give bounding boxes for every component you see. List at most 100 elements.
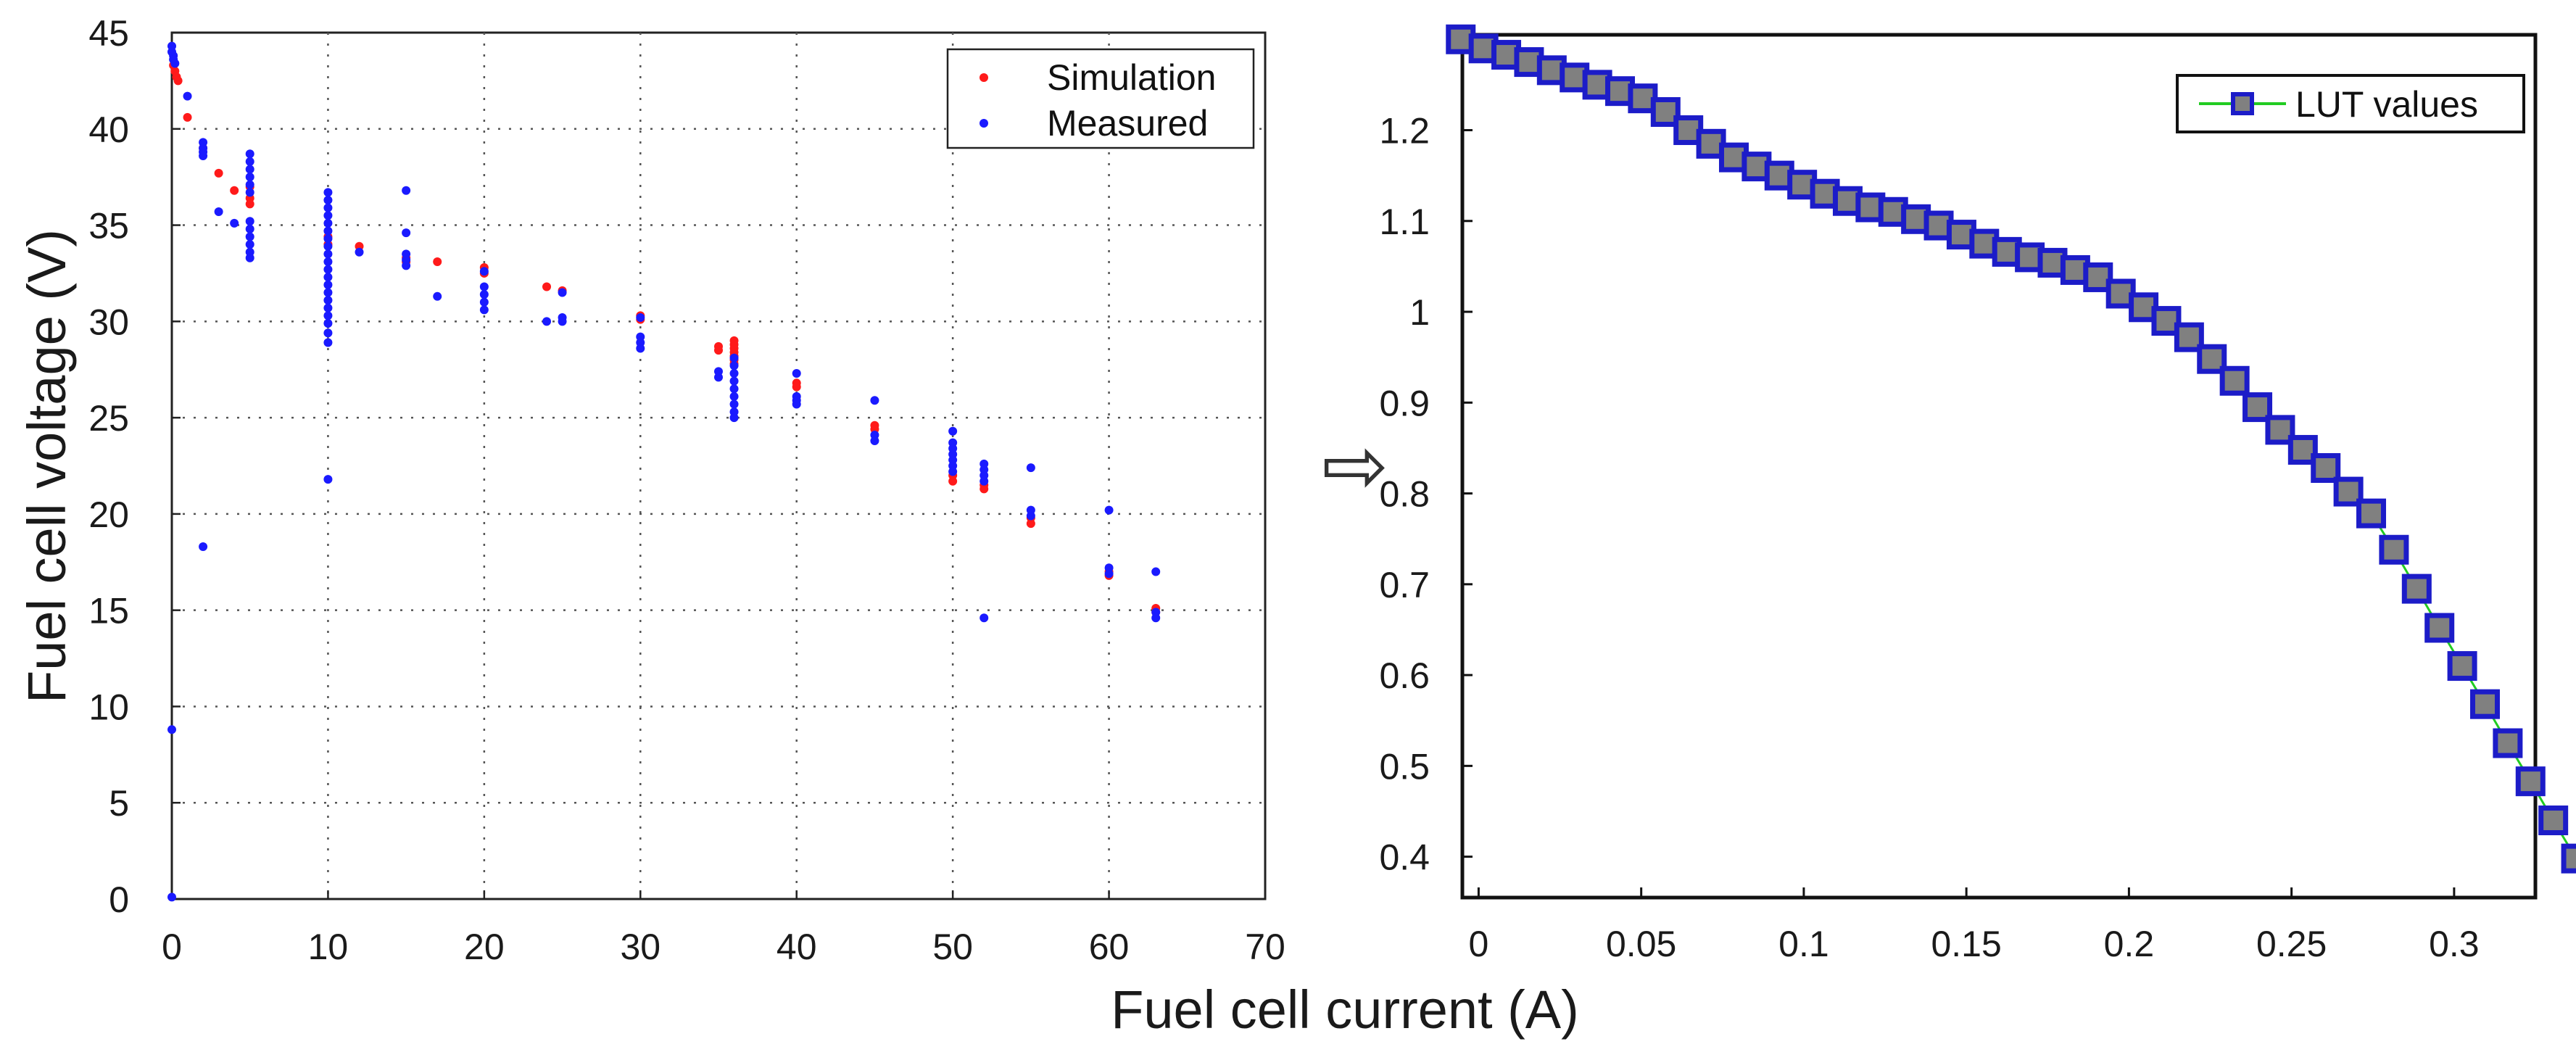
measured-point [245,217,254,226]
measured-point [323,211,333,220]
measured-point [479,282,489,291]
right-x-tick-label: 0.05 [1606,924,1676,964]
lut-marker [2242,392,2273,423]
lut-marker [2356,498,2387,529]
left-y-tick-label: 10 [88,687,129,727]
lut-marker [2469,689,2500,719]
right-arrow-icon: ⇨ [1322,419,1388,512]
measured-point [729,413,739,423]
left-x-tick-label: 40 [776,927,817,967]
right-x-tick-label: 0.25 [2256,924,2327,964]
simulation-point [245,199,254,209]
measured-point [245,253,254,262]
measured-point [323,303,333,312]
legend-measured-marker [980,119,988,128]
right-y-tick-label: 0.7 [1379,565,1430,605]
measured-point [323,475,333,484]
left-data-points [167,41,1161,902]
measured-point [245,180,254,189]
right-y-tick-label: 1.1 [1379,202,1430,242]
lut-marker [2493,728,2523,758]
measured-point [948,426,958,436]
measured-point [402,228,411,238]
right-plot-frame [1460,33,2538,900]
legend-simulation-marker [980,73,988,82]
measured-point [245,165,254,174]
lut-markers [1446,24,2576,874]
lut-marker [2515,766,2546,797]
simulation-point [714,346,723,355]
measured-point [323,328,333,338]
legend-lut-label: LUT values [2295,84,2478,125]
measured-point [479,290,489,299]
right-y-ticks: 0.4 0.5 0.6 0.7 0.8 0.9 1 1.1 1.2 [1379,111,1473,878]
legend-simulation-label: Simulation [1047,57,1216,98]
measured-point [542,317,552,326]
measured-point [479,297,489,307]
right-y-tick-label: 0.8 [1379,474,1430,515]
right-x-tick-label: 0.2 [2104,924,2155,964]
measured-point [433,291,442,301]
lut-marker [2379,534,2409,565]
measured-point [729,384,739,394]
left-y-tick-label: 40 [88,109,129,150]
left-x-tick-label: 10 [308,927,349,967]
lut-marker [2219,365,2250,396]
measured-point [558,288,567,297]
measured-point [355,247,364,257]
measured-point [323,257,333,267]
simulation-point [792,382,801,392]
measured-point [167,725,176,734]
measured-point [323,234,333,244]
measured-point [170,59,180,68]
simulation-point [183,112,192,122]
simulation-point [173,76,183,86]
measured-point [245,232,254,241]
left-x-tick-label: 0 [162,927,182,967]
measured-point [402,186,411,195]
measured-point [199,542,208,552]
measured-point [729,361,739,370]
measured-point [323,296,333,305]
measured-point [1151,613,1161,623]
right-y-tick-label: 0.6 [1379,655,1430,696]
measured-point [183,91,192,101]
measured-point [714,373,723,382]
right-chart: 0 0.05 0.1 0.15 0.2 0.25 0.3 0.40.50.60.70.80.… [1379,24,2576,964]
left-x-tick-label: 20 [464,927,505,967]
right-x-tick-label: 0.15 [1931,924,2001,964]
measured-point [323,241,333,251]
measured-point [479,305,489,315]
measured-point [1104,569,1114,579]
lut-marker [2561,843,2576,874]
measured-point [323,203,333,212]
measured-point [245,157,254,166]
left-y-tick-label: 15 [88,591,129,631]
measured-point [323,218,333,228]
left-y-ticks: 0 5 10 15 20 25 30 35 40 45 [88,13,181,920]
measured-point [323,196,333,205]
left-chart: 0 10 20 30 40 50 60 70 0 5 10 15 20 25 30 35 40 45 Fuel … [17,13,1285,967]
left-y-tick-label: 20 [88,494,129,535]
measured-point [245,224,254,233]
measured-point [323,265,333,274]
measured-point [323,338,333,347]
left-x-tick-label: 60 [1089,927,1130,967]
measured-point [870,436,879,445]
measured-point [323,188,333,197]
shared-x-axis-title: Fuel cell current (A) [1111,979,1579,1040]
measured-point [479,267,489,276]
right-x-tick-label: 0.1 [1778,924,1829,964]
lut-marker [2447,651,2477,682]
measured-point [245,149,254,159]
measured-point [558,317,567,326]
measured-point [1026,511,1035,521]
simulation-point [542,282,552,291]
measured-point [323,288,333,297]
left-x-ticks: 0 10 20 30 40 50 60 70 [162,890,1285,967]
right-y-tick-label: 0.5 [1379,746,1430,787]
left-x-tick-label: 50 [932,927,973,967]
measured-point [214,207,223,216]
simulation-point [214,168,223,178]
right-x-ticks: 0 0.05 0.1 0.15 0.2 0.25 0.3 [1469,887,2480,964]
